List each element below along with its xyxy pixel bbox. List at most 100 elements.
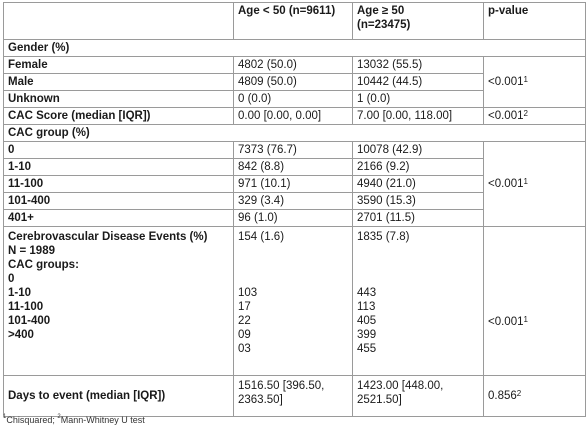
cerebro-group-label: 11-100 <box>8 301 44 313</box>
cerebro-value: 09 <box>238 329 251 341</box>
table-row: 11-100 971 (10.1) 4940 (21.0) <box>3 175 586 193</box>
days-value-line1: 1423.00 [448.00, <box>357 380 444 392</box>
row-label: Male <box>3 73 234 91</box>
cerebro-age-50-plus: 1835 (7.8) 443 113 405 399 455 <box>352 226 484 376</box>
gender-section-label: Gender (%) <box>3 39 586 57</box>
table-row: 101-400 329 (3.4) 3590 (15.3) <box>3 192 586 210</box>
cell-age-under-50: 0 (0.0) <box>233 90 353 108</box>
p-value-footnote-mark: 1 <box>523 314 528 324</box>
cerebro-labels: Cerebrovascular Disease Events (%) N = 1… <box>3 226 234 376</box>
p-value-text: <0.001 <box>488 178 524 190</box>
footnote-text-2: Mann-Whitney U test <box>60 415 145 425</box>
cerebro-group-label: 1-10 <box>8 287 32 299</box>
cell-age-50-plus: 2166 (9.2) <box>352 158 484 176</box>
cerebro-value: 03 <box>238 343 251 355</box>
spacer <box>238 244 348 258</box>
row-label: 11-100 <box>3 175 234 193</box>
days-value-line2: 2521.50] <box>357 394 402 406</box>
days-row: Days to event (median [IQR]) 1516.50 [39… <box>3 375 586 417</box>
header-row: Age < 50 (n=9611) Age ≥ 50 (n=23475) p-v… <box>3 2 586 40</box>
cac-score-p-value: <0.0012 <box>483 107 586 125</box>
cerebro-group-label: >400 <box>8 329 34 341</box>
table-row: CAC Score (median [IQR]) 0.00 [0.00, 0.0… <box>3 107 586 125</box>
gender-p-value: <0.0011 <box>483 56 586 108</box>
cerebro-age-under-50: 154 (1.6) 103 17 22 09 03 <box>233 226 353 376</box>
p-value-footnote-mark: 1 <box>523 75 528 84</box>
spacer <box>357 244 479 258</box>
spacer <box>357 258 479 272</box>
cell-age-50-plus: 1 (0.0) <box>352 90 484 108</box>
cerebro-value: 443 <box>357 287 377 299</box>
section-row: CAC group (%) <box>3 124 586 142</box>
table-row: 401+ 96 (1.0) 2701 (11.5) <box>3 209 586 227</box>
header-age-under-50: Age < 50 (n=9611) <box>233 2 353 40</box>
cerebro-row: Cerebrovascular Disease Events (%) N = 1… <box>3 226 586 376</box>
header-p-value: p-value <box>483 2 586 40</box>
days-value-line2: 2363.50] <box>238 394 283 406</box>
cerebro-total: 1835 (7.8) <box>357 231 410 243</box>
row-label: 1-10 <box>3 158 234 176</box>
cell-age-under-50: 96 (1.0) <box>233 209 353 227</box>
cell-age-under-50: 842 (8.8) <box>233 158 353 176</box>
spacer <box>238 258 348 272</box>
section-row: Gender (%) <box>3 39 586 57</box>
cerebro-value: 405 <box>357 315 377 327</box>
cerebro-value: 399 <box>357 329 377 341</box>
header-age-50-plus: Age ≥ 50 (n=23475) <box>352 2 484 40</box>
p-value-text: <0.001 <box>488 110 524 122</box>
table-row: 0 7373 (76.7) 10078 (42.9) <0.0011 <box>3 141 586 227</box>
cell-age-50-plus: 3590 (15.3) <box>352 192 484 210</box>
header-age-50-plus-line1: Age ≥ 50 <box>357 5 405 17</box>
cerebro-value: 455 <box>357 343 377 355</box>
row-label: Unknown <box>3 90 234 108</box>
cell-age-under-50: 4809 (50.0) <box>233 73 353 91</box>
cerebro-value: 17 <box>238 301 251 313</box>
days-age-50-plus: 1423.00 [448.00, 2521.50] <box>352 375 484 417</box>
cell-age-under-50: 329 (3.4) <box>233 192 353 210</box>
p-value-text: <0.001 <box>488 315 524 328</box>
header-age-50-plus-line2: (n=23475) <box>357 19 411 31</box>
footnote-mark-1: 1 <box>3 414 7 420</box>
p-value-text: 0.856 <box>488 390 517 402</box>
cac-group-section-label: CAC group (%) <box>3 124 586 142</box>
row-label: Female <box>3 56 234 74</box>
days-label: Days to event (median [IQR]) <box>3 375 234 417</box>
cell-age-under-50: 7373 (76.7) <box>233 141 353 159</box>
p-value-footnote-mark: 1 <box>523 177 528 186</box>
footnote-mark-2: 2 <box>57 414 61 420</box>
row-label: 101-400 <box>3 192 234 210</box>
cerebro-group-label: 0 <box>8 273 15 285</box>
table-row: Unknown 0 (0.0) 1 (0.0) <box>3 90 586 108</box>
cell-age-50-plus: 2701 (11.5) <box>352 209 484 227</box>
cerebro-group-label: 101-400 <box>8 315 51 327</box>
row-label: 401+ <box>3 209 234 227</box>
footnote-text-1: Chisquared; <box>6 415 58 425</box>
days-p-value: 0.8562 <box>483 375 586 417</box>
cerebro-subheading: CAC groups: <box>8 259 79 271</box>
row-label: 0 <box>3 141 234 159</box>
cell-age-50-plus: 10078 (42.9) <box>352 141 484 159</box>
cell-age-50-plus: 13032 (55.5) <box>352 56 484 74</box>
cell-age-50-plus: 7.00 [0.00, 118.00] <box>352 107 484 125</box>
cac-group-p-value: <0.0011 <box>483 141 586 227</box>
cac-score-label: CAC Score (median [IQR]) <box>3 107 234 125</box>
cerebro-title: Cerebrovascular Disease Events (%) <box>8 231 208 243</box>
cerebro-value: 113 <box>357 301 376 313</box>
cell-age-under-50: 971 (10.1) <box>233 175 353 193</box>
cerebro-total: 154 (1.6) <box>238 231 285 243</box>
p-value-footnote-mark: 2 <box>523 109 528 118</box>
cerebro-value: 22 <box>238 315 251 327</box>
cell-age-50-plus: 10442 (44.5) <box>352 73 484 91</box>
table-row: Female 4802 (50.0) 13032 (55.5) <0.0011 <box>3 56 586 108</box>
p-value-text: <0.001 <box>488 76 524 88</box>
spacer <box>238 272 348 286</box>
cell-age-50-plus: 4940 (21.0) <box>352 175 484 193</box>
cerebro-n: N = 1989 <box>8 245 55 257</box>
days-age-under-50: 1516.50 [396.50, 2363.50] <box>233 375 353 417</box>
days-value-line1: 1516.50 [396.50, <box>238 380 325 392</box>
spacer <box>357 272 479 286</box>
cerebro-value: 103 <box>238 287 258 299</box>
table-footnote: 1Chisquared; 2Mann-Whitney U test <box>3 414 145 425</box>
results-table: Age < 50 (n=9611) Age ≥ 50 (n=23475) p-v… <box>3 2 586 417</box>
cerebro-p-value: <0.0011 <box>483 226 586 376</box>
